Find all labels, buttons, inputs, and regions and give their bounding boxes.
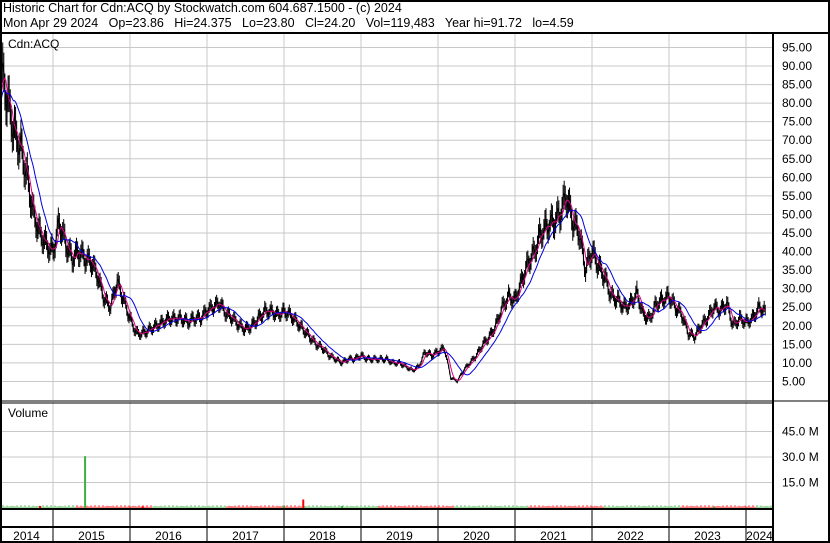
price-tick-label: 55.00	[782, 189, 812, 203]
year-label: 2019	[386, 529, 413, 543]
year-label: 2022	[617, 529, 644, 543]
price-tick-label: 70.00	[782, 133, 812, 147]
price-tick-label: 75.00	[782, 115, 812, 129]
volume-tick-label: 30.0 M	[782, 450, 819, 464]
year-label: 2024	[746, 529, 773, 543]
year-label: 2016	[155, 529, 182, 543]
price-tick-label: 5.00	[782, 374, 806, 388]
price-tick-label: 35.00	[782, 263, 812, 277]
price-tick-label: 60.00	[782, 170, 812, 184]
price-tick-label: 15.00	[782, 337, 812, 351]
price-tick-label: 90.00	[782, 59, 812, 73]
year-label: 2020	[463, 529, 490, 543]
volume-tick-label: 45.0 M	[782, 425, 819, 439]
short-moving-average-line	[0, 77, 766, 381]
volume-tick-label: 15.0 M	[782, 476, 819, 490]
price-tick-label: 65.00	[782, 152, 812, 166]
year-label: 2021	[540, 529, 567, 543]
price-panel-label: Cdn:ACQ	[8, 37, 60, 51]
price-tick-label: 50.00	[782, 207, 812, 221]
year-label: 2015	[78, 529, 105, 543]
price-tick-label: 85.00	[782, 78, 812, 92]
volume-panel-label: Volume	[8, 406, 49, 420]
price-tick-label: 20.00	[782, 319, 812, 333]
price-tick-label: 10.00	[782, 356, 812, 370]
long-moving-average-line	[0, 89, 766, 376]
price-tick-label: 25.00	[782, 300, 812, 314]
year-label: 2018	[309, 529, 336, 543]
year-label: 2017	[232, 529, 259, 543]
price-tick-label: 45.00	[782, 226, 812, 240]
chart-title: Historic Chart for Cdn:ACQ by Stockwatch…	[3, 1, 402, 15]
price-tick-label: 40.00	[782, 245, 812, 259]
price-tick-label: 95.00	[782, 40, 812, 54]
price-tick-label: 30.00	[782, 282, 812, 296]
year-label: 2023	[694, 529, 721, 543]
quote-summary: Mon Apr 29 2024 Op=23.86 Hi=24.375 Lo=23…	[3, 16, 574, 30]
price-line	[0, 62, 766, 384]
price-tick-label: 80.00	[782, 96, 812, 110]
year-label: 2014	[13, 529, 40, 543]
